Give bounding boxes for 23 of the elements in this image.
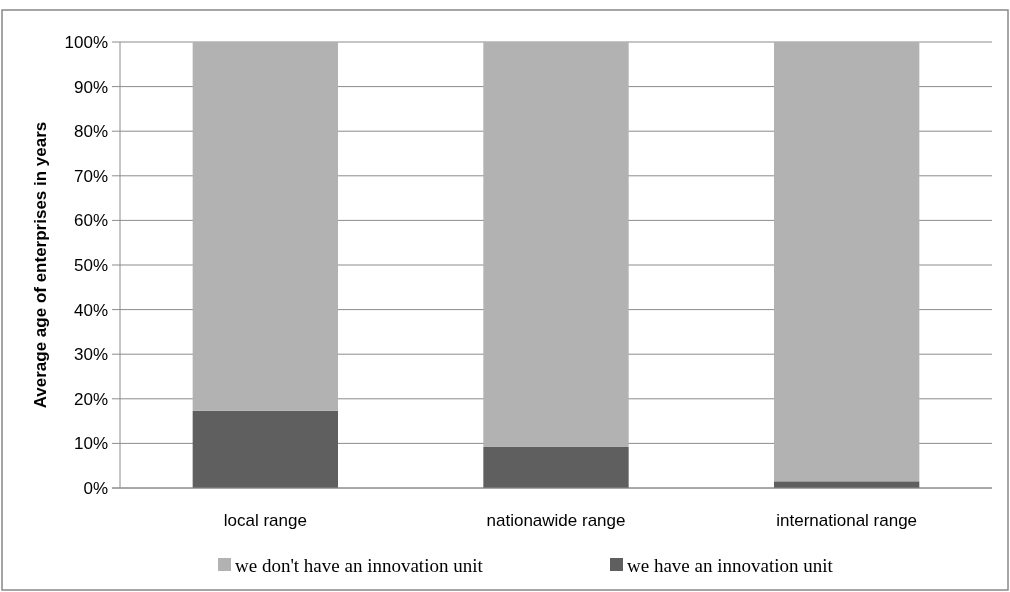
x-tick-label: local range (223, 511, 307, 530)
bar (483, 446, 629, 488)
bar (774, 481, 920, 488)
y-tick-label: 100% (64, 32, 108, 52)
x-tick-label: international range (776, 511, 918, 530)
y-tick-label: 50% (73, 255, 108, 275)
legend-label: we have an innovation unit (627, 554, 834, 576)
y-tick-label: 90% (73, 77, 108, 97)
y-tick-label: 10% (73, 434, 108, 454)
y-tick-label: 20% (73, 389, 108, 409)
bar (192, 42, 338, 411)
y-tick-label: 70% (73, 166, 108, 186)
y-tick-label: 30% (73, 345, 108, 365)
legend-label: we don't have an innovation unit (235, 554, 484, 576)
x-tick-label: nationawide range (486, 511, 626, 530)
bar (774, 42, 920, 482)
y-tick-label: 40% (73, 300, 108, 320)
y-axis-title: Average age of enterprises in years (31, 121, 50, 409)
y-tick-label: 0% (83, 478, 108, 498)
bar (192, 410, 338, 488)
bar (483, 42, 629, 447)
y-tick-label: 80% (73, 122, 108, 142)
y-tick-label: 60% (73, 211, 108, 231)
